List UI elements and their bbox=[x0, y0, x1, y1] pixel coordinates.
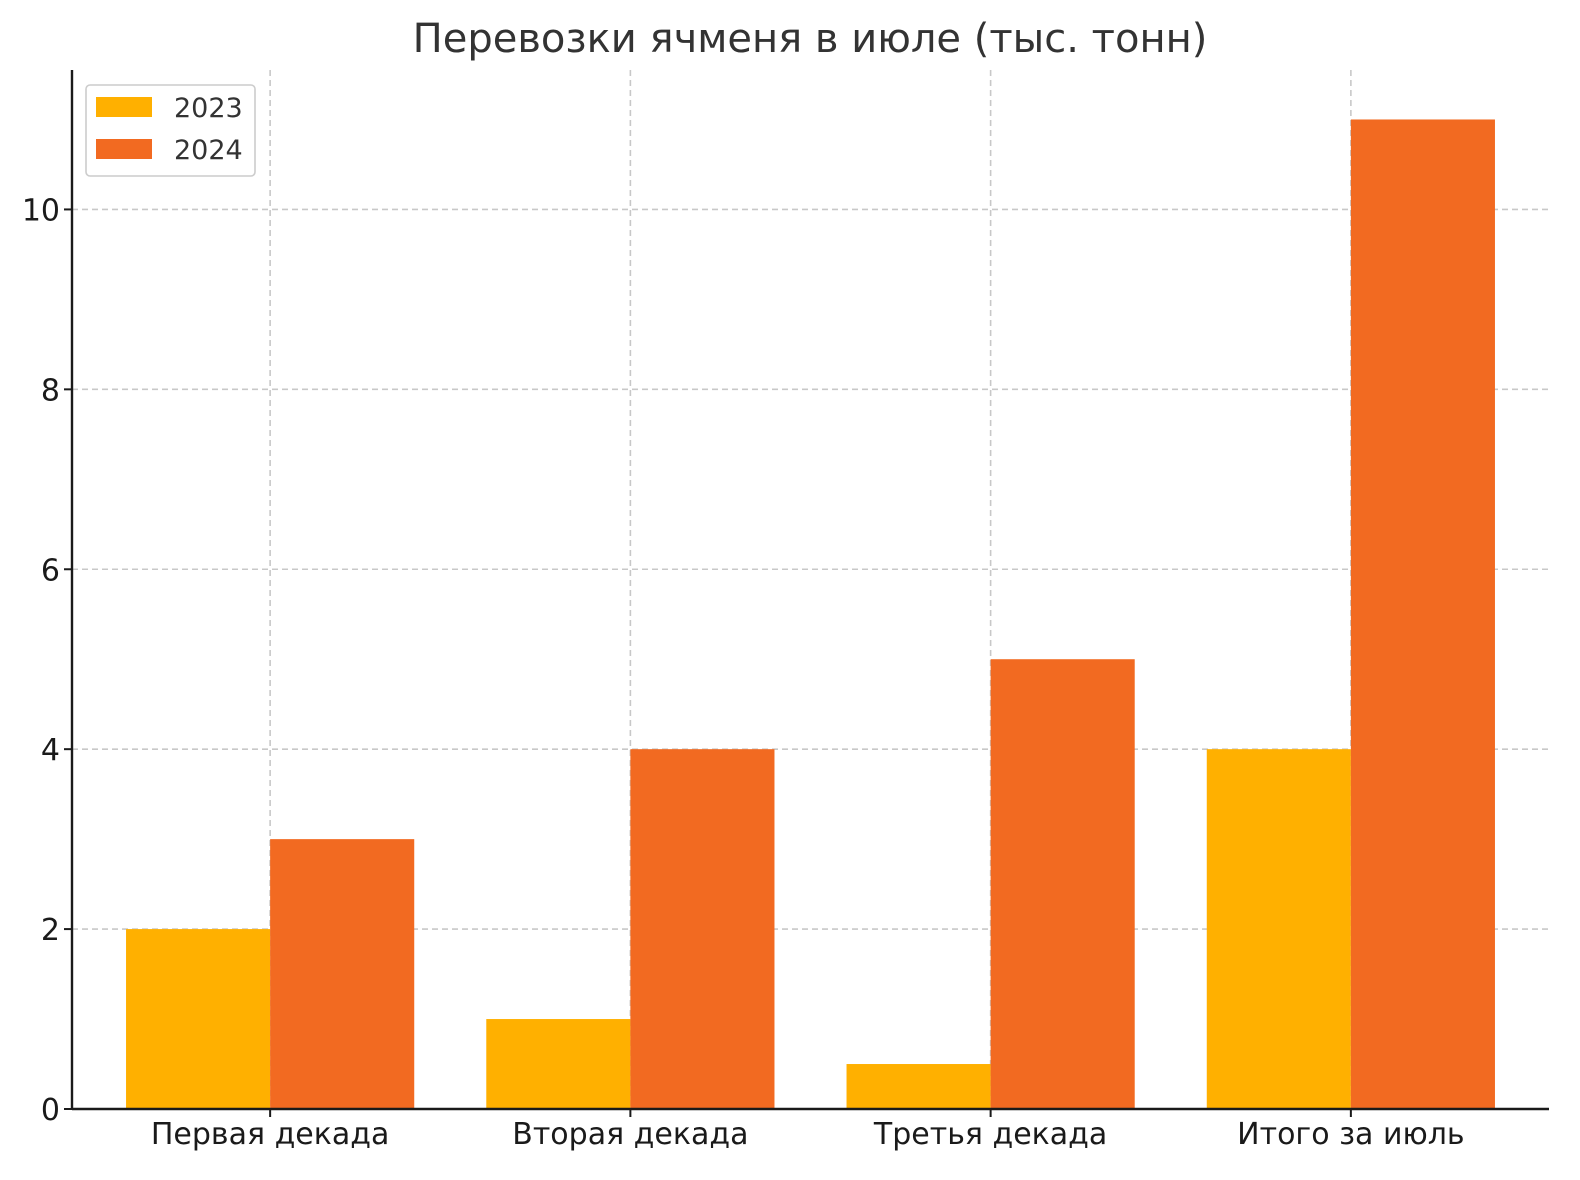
xtick-label-1: Вторая декада bbox=[512, 1117, 748, 1152]
ytick-label-0: 0 bbox=[41, 1093, 60, 1128]
bars bbox=[126, 119, 1495, 1109]
bar-2024-0 bbox=[270, 839, 415, 1109]
bar-2023-0 bbox=[126, 929, 271, 1109]
ytick-label-8: 8 bbox=[41, 373, 60, 408]
ytick-label-2: 2 bbox=[41, 913, 60, 948]
legend-swatch-2023 bbox=[96, 97, 152, 117]
chart-title: Перевозки ячменя в июле (тыс. тонн) bbox=[413, 16, 1208, 62]
xtick-label-0: Первая декада bbox=[151, 1117, 390, 1152]
bar-2023-2 bbox=[846, 1064, 991, 1109]
bar-2023-1 bbox=[486, 1019, 631, 1109]
bar-2024-2 bbox=[990, 659, 1135, 1109]
bar-2024-1 bbox=[630, 749, 775, 1109]
axes bbox=[70, 70, 1549, 1111]
xtick-label-3: Итого за июль bbox=[1237, 1117, 1464, 1152]
legend-swatch-2024 bbox=[96, 139, 152, 159]
legend: 2023 2024 bbox=[85, 84, 256, 177]
legend-label-2023: 2023 bbox=[174, 93, 243, 124]
xtick-label-2: Третья декада bbox=[873, 1117, 1107, 1152]
ytick-label-6: 6 bbox=[41, 553, 60, 588]
ytick-label-4: 4 bbox=[41, 733, 60, 768]
bar-2023-3 bbox=[1206, 749, 1351, 1109]
ytick-label-10: 10 bbox=[22, 193, 60, 228]
bar-2024-3 bbox=[1350, 119, 1495, 1109]
ticks: 0 2 4 6 8 10 Первая декада Вторая декада Третья … bbox=[22, 193, 1465, 1152]
legend-label-2024: 2024 bbox=[174, 135, 243, 166]
